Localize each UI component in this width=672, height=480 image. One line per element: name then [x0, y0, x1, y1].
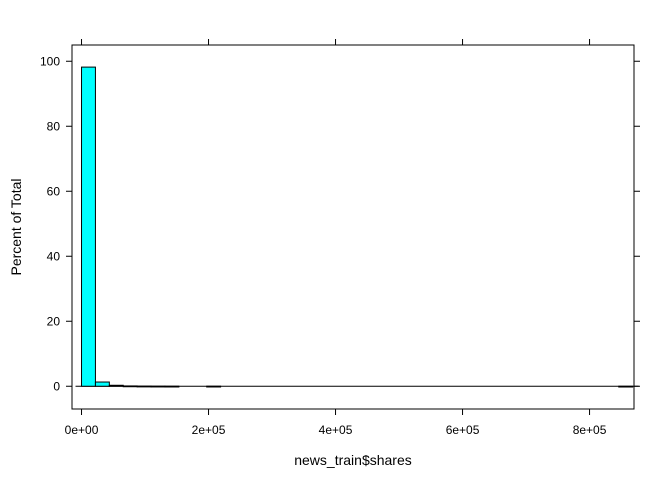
y-tick-label-3: 60 — [47, 184, 61, 198]
x-tick-label-4: 8e+05 — [573, 423, 607, 437]
y-tick-label-1: 20 — [47, 314, 61, 328]
x-tick-label-3: 6e+05 — [446, 423, 480, 437]
plot-panel-border — [71, 44, 635, 410]
x-tick-label-1: 2e+05 — [192, 423, 226, 437]
histogram-bar-8 — [618, 385, 634, 388]
ticks-layer: 0e+00 2e+05 4e+05 6e+05 8e+05 0 20 40 60 80 100 — [40, 39, 640, 437]
y-tick-label-4: 80 — [47, 119, 61, 133]
histogram-bar-7 — [206, 385, 222, 388]
histogram-bar-6 — [164, 385, 180, 388]
bars-layer — [75, 66, 639, 388]
histogram-bar-4 — [136, 385, 152, 388]
y-axis-title: Percent of Total — [8, 178, 24, 275]
histogram-bar-2 — [108, 384, 124, 387]
histogram-bar-3 — [122, 385, 138, 388]
histogram-bar-1 — [94, 381, 110, 387]
x-axis-title: news_train$shares — [294, 452, 412, 468]
x-tick-label-0: 0e+00 — [65, 423, 99, 437]
y-tick-label-0: 0 — [53, 379, 60, 393]
x-tick-label-2: 4e+05 — [319, 423, 353, 437]
histogram-bar-5 — [150, 385, 166, 388]
histogram-bar-0 — [81, 66, 96, 387]
y-tick-label-5: 100 — [40, 54, 60, 68]
y-tick-label-2: 40 — [47, 249, 61, 263]
